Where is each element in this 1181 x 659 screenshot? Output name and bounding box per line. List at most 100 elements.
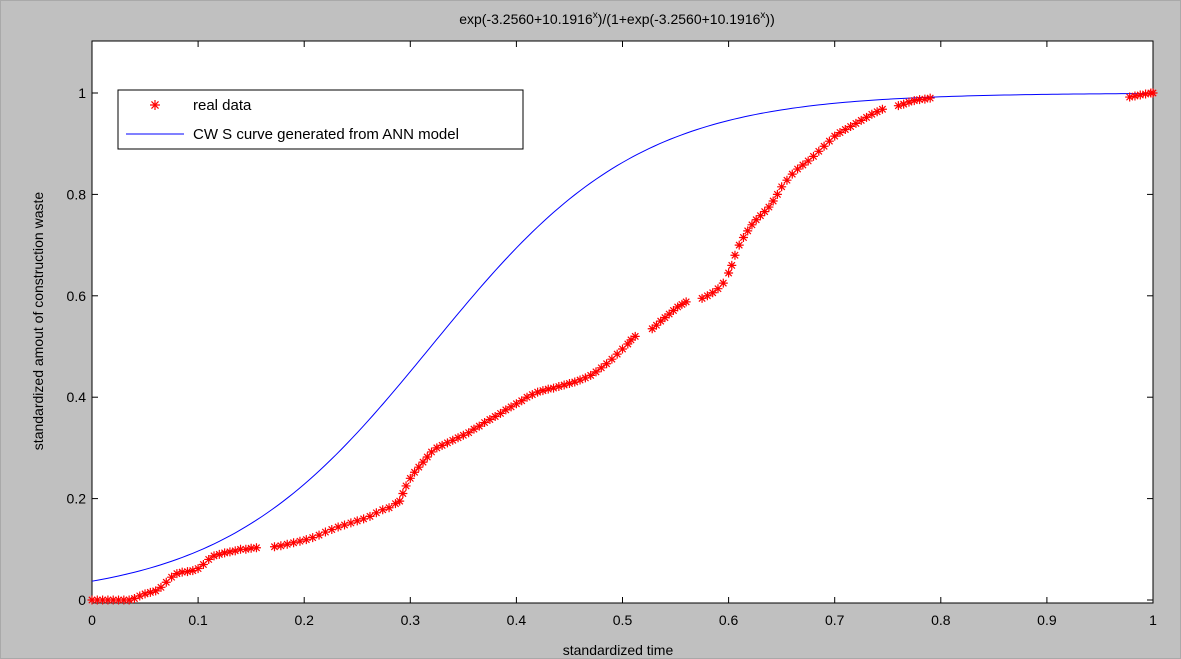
data-point <box>384 503 394 513</box>
data-point <box>764 202 774 212</box>
data-point <box>485 415 495 425</box>
data-point <box>517 396 527 406</box>
data-point <box>378 505 388 515</box>
data-point <box>575 375 585 385</box>
x-tick-label: 0.3 <box>401 612 421 628</box>
data-point <box>798 160 808 170</box>
x-tick-label: 0.8 <box>931 612 951 628</box>
data-point <box>214 549 224 559</box>
data-point <box>872 107 882 117</box>
data-point <box>591 367 601 377</box>
data-point <box>236 544 246 554</box>
data-point <box>554 382 564 392</box>
data-point <box>596 363 606 373</box>
data-point <box>269 542 279 552</box>
data-point <box>660 313 670 323</box>
data-point <box>824 136 834 146</box>
data-point <box>282 539 292 549</box>
data-point <box>414 462 424 472</box>
data-point <box>506 402 516 412</box>
data-point <box>156 582 166 592</box>
data-point <box>751 215 761 225</box>
data-point <box>209 551 219 561</box>
data-point <box>198 560 208 570</box>
data-point <box>730 250 740 260</box>
data-point <box>787 169 797 179</box>
data-point <box>276 541 286 551</box>
data-point <box>119 595 129 605</box>
x-tick-label: 0.5 <box>613 612 633 628</box>
data-point <box>395 496 405 506</box>
y-tick-label: 0 <box>78 592 86 608</box>
x-tick-label: 0.1 <box>188 612 208 628</box>
data-point <box>135 591 145 601</box>
series-line-ann-model <box>91 92 1154 582</box>
curve-layer <box>91 92 1154 582</box>
data-point <box>172 569 182 579</box>
data-point <box>432 443 442 453</box>
x-axis: 0 0.1 0.2 0.3 0.4 0.5 0.6 0.7 0.8 0.9 1 <box>88 41 1157 628</box>
x-tick-label: 0 <box>88 612 96 628</box>
data-point <box>422 452 432 462</box>
data-point <box>114 595 124 605</box>
data-point <box>893 101 903 111</box>
data-point <box>846 121 856 131</box>
data-point <box>877 104 887 114</box>
data-point <box>405 473 415 483</box>
data-point <box>251 543 261 553</box>
data-point <box>862 112 872 122</box>
data-point <box>346 518 356 528</box>
data-point <box>647 324 657 334</box>
y-tick-label: 0.8 <box>67 186 87 202</box>
data-point <box>129 593 139 603</box>
data-point <box>724 268 734 278</box>
data-point <box>743 226 753 236</box>
data-point <box>1125 92 1135 102</box>
data-point <box>570 377 580 387</box>
y-axis-label: standardized amout of construction waste <box>30 192 46 451</box>
data-point <box>108 595 118 605</box>
data-point <box>538 386 548 396</box>
data-point <box>333 522 343 532</box>
x-tick-label: 0.2 <box>294 612 314 628</box>
data-point <box>98 595 108 605</box>
data-point <box>793 164 803 174</box>
data-point <box>803 156 813 166</box>
data-point <box>401 481 411 491</box>
data-point <box>760 207 770 217</box>
data-point <box>145 587 155 597</box>
data-point <box>371 508 381 518</box>
data-point <box>651 320 661 330</box>
data-point <box>533 387 543 397</box>
data-point <box>708 288 718 298</box>
data-point <box>623 339 633 349</box>
data-point <box>410 467 420 477</box>
title-sup-2: x <box>760 10 765 21</box>
data-point <box>103 595 113 605</box>
data-point <box>193 564 203 574</box>
data-point <box>738 232 748 242</box>
data-point <box>418 457 428 467</box>
data-point <box>630 331 640 341</box>
data-point <box>314 530 324 540</box>
data-point <box>819 141 829 151</box>
x-axis-label: standardized time <box>563 642 674 658</box>
data-point <box>564 379 574 389</box>
data-point <box>448 435 458 445</box>
data-point <box>92 595 102 605</box>
title-part-1: exp(-3.2560+10.1916 <box>459 11 593 27</box>
data-point <box>327 525 337 535</box>
data-point <box>241 544 251 554</box>
data-point <box>747 220 757 230</box>
data-point <box>909 96 919 106</box>
data-point <box>301 535 311 545</box>
data-point <box>915 95 925 105</box>
x-tick-label: 0.7 <box>825 612 845 628</box>
data-point <box>308 533 318 543</box>
data-point <box>437 440 447 450</box>
data-point <box>359 514 369 524</box>
points-layer <box>87 88 1158 605</box>
data-point <box>718 278 728 288</box>
